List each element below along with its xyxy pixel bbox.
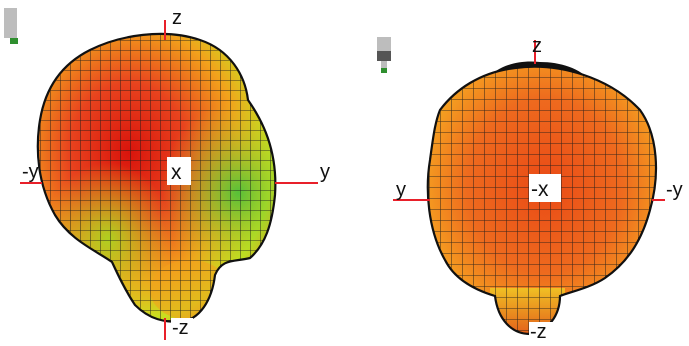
front-label-bottom: -z xyxy=(172,317,189,339)
back-bottom-label-box xyxy=(529,322,553,342)
back-lobe-outline xyxy=(426,65,658,336)
panel-front-view: z y -y x -z xyxy=(4,7,330,340)
panel-back-view: z y -y -x -z xyxy=(377,35,683,343)
colorbar-indicator-icon-2 xyxy=(377,37,391,73)
front-label-left: -y xyxy=(22,161,39,183)
front-center-label: x xyxy=(171,161,182,184)
front-label-right: y xyxy=(320,161,330,183)
back-label-right: -y xyxy=(666,179,683,201)
back-label-bottom: -z xyxy=(530,321,547,343)
colorbar-indicator-icon xyxy=(4,8,18,44)
front-lobe-outline xyxy=(36,32,277,324)
back-center-label-box xyxy=(529,174,561,202)
front-label-top: z xyxy=(172,7,182,29)
front-lobe-surface xyxy=(37,33,276,322)
front-center-label-box xyxy=(167,157,191,185)
back-label-top: z xyxy=(532,35,542,57)
back-center-label: -x xyxy=(531,178,549,201)
back-label-left: y xyxy=(396,179,406,201)
front-bottom-label-box xyxy=(171,318,193,338)
